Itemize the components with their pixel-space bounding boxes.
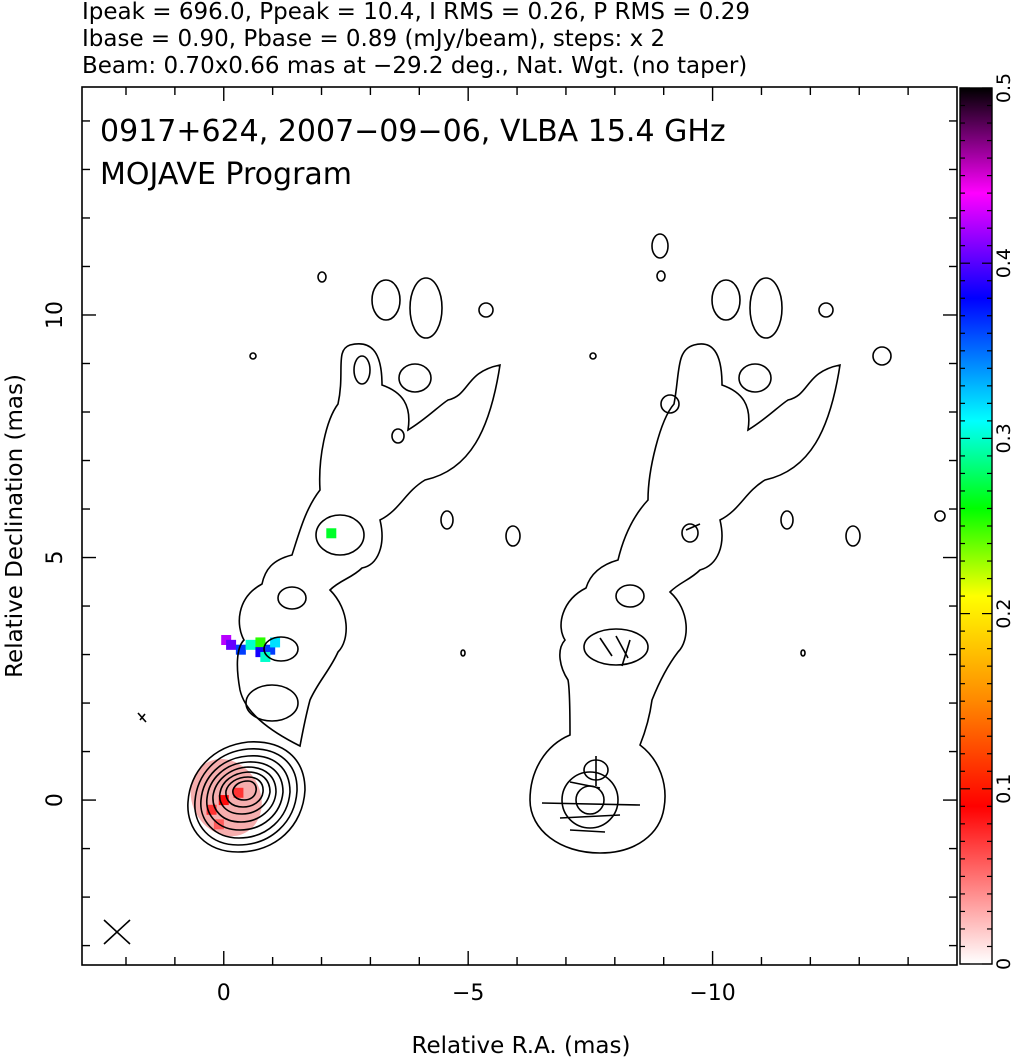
header-line-2: Ibase = 0.90, Pbase = 0.89 (mJy/beam), s… [82,26,665,52]
program-title: MOJAVE Program [100,157,352,192]
contour-p-blob-11 [681,523,699,543]
contour-knot-2 [263,636,299,662]
contour-knot-5 [353,355,371,385]
contours-total-intensity [137,271,521,853]
evpa-vector [541,802,641,806]
evpa-vector [599,637,613,657]
contour-p-knot-1 [561,771,619,829]
colorbar-tick-label: 0.3 [993,423,1015,453]
contour-p-blob-1 [711,279,741,321]
y-tick-label: 5 [43,551,68,565]
evpa-vector [569,781,601,789]
contour-p-blob-13 [800,649,806,657]
polarization-pixel [255,637,266,648]
polarization-pixel [218,795,229,806]
colorbar-ticks [960,87,992,965]
contour-p-knot-5 [615,584,645,608]
contour-core-3 [200,755,291,839]
polarization-pixel [245,639,256,650]
plot-frame [81,86,958,966]
contour-blob-1 [371,279,401,321]
contours-polarized-intensity [529,233,946,854]
evpa-vectors [541,523,701,833]
contour-knot-1 [245,684,299,722]
header-line-1: Ipeak = 696.0, Ppeak = 10.4, I RMS = 0.2… [82,0,750,25]
polarization-pixel [270,637,281,648]
contour-p-blob-9 [872,346,892,366]
contour-blob-6 [505,525,521,547]
polarization-pixel [265,644,276,655]
colorbar-tick-label: 0.4 [993,248,1015,278]
contour-p-knot-2 [575,785,605,815]
contour-p-blob-2 [749,277,783,339]
contour-blob-8 [249,352,257,360]
contour-core-4 [206,761,284,831]
contour-p-blob-10 [660,394,680,414]
contour-p-blob-7 [651,233,669,259]
contour-p-knot-4 [583,628,649,666]
polarization-pixel [206,804,217,815]
source-title: 0917+624, 2007−09−06, VLBA 15.4 GHz [100,114,726,149]
contour-knot-4 [315,514,365,556]
contour-blob-3 [398,363,432,393]
axis-ticks [82,87,957,965]
evpa-vector [621,639,631,667]
x-axis-title: Relative R.A. (mas) [412,1033,631,1059]
contour-core-7 [225,776,264,808]
contour-blob-9 [460,649,466,657]
colorbar-tick-label: 0.5 [993,73,1015,103]
contour-knot-6 [391,428,405,444]
contour-p-blob-3 [738,363,772,393]
header-line-3: Beam: 0.70x0.66 mas at −29.2 deg., Nat. … [82,53,747,79]
contour-jet-outer-p [529,343,841,854]
contour-p-blob-14 [934,510,946,522]
contour-p-blob-8 [656,270,666,282]
contour-core-1 [187,741,306,853]
contour-tick-mark [137,712,147,723]
contour-jet-outer [236,343,501,748]
contour-p-blob-6 [845,525,861,547]
contour-core-2 [194,748,298,846]
contour-blob-2 [409,277,443,339]
y-axis-title: Relative Declination (mas) [2,374,28,678]
x-tick-label: −10 [689,981,735,1006]
polarization-pixel [235,644,246,655]
polarization-pixel [326,528,337,539]
contour-core-6 [218,771,271,815]
x-tick-label: 0 [217,981,231,1006]
polarization-pixel [260,651,271,662]
polarization-pixel [233,787,244,798]
colorbar [959,87,993,965]
evpa-vector [685,523,701,531]
y-tick-labels: 0 5 10 [43,301,68,807]
contour-core-5 [212,766,277,823]
contour-p-blob-4 [818,302,834,318]
colorbar-tick-label: 0 [993,958,1015,970]
x-tick-label: −5 [452,981,484,1006]
colorbar-tick-labels: 0 0.1 0.2 0.3 0.4 0.5 [993,73,1015,970]
y-tick-label: 0 [43,793,68,807]
y-tick-label: 10 [43,301,68,329]
contour-knot-3 [277,586,307,610]
polarization-pixel [226,639,237,650]
contour-blob-5 [440,510,454,530]
beam-marker [103,919,131,945]
evpa-vector [559,814,621,819]
colorbar-tick-label: 0.2 [993,598,1015,628]
contour-blob-7 [317,271,327,283]
contour-p-blob-5 [780,510,794,530]
contour-p-blob-12 [589,352,597,360]
colorbar-tick-label: 0.1 [993,774,1015,804]
evpa-vector [569,829,606,833]
contour-core-8 [232,780,257,801]
contour-blob-4 [478,302,494,318]
x-tick-labels: 0 −5 −10 [217,981,736,1006]
